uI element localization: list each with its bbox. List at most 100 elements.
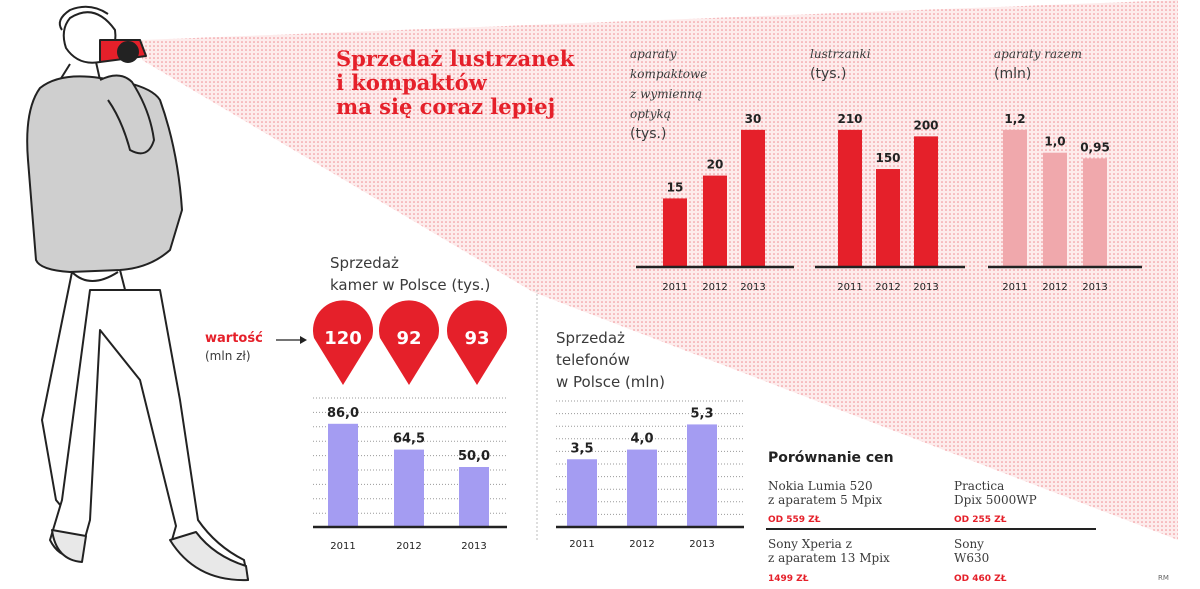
tick-label: 2011 bbox=[330, 541, 355, 552]
bar-2011 bbox=[838, 129, 862, 267]
chart-camcorder-label-1: Sprzedaż bbox=[330, 254, 399, 272]
price-item-name-1: Sony bbox=[954, 537, 984, 551]
chart-phones-label-3: w Polsce (mln) bbox=[556, 373, 665, 391]
value-pin: 93 bbox=[447, 300, 507, 385]
data-label: 86,0 bbox=[327, 406, 359, 421]
data-label: 5,3 bbox=[690, 406, 713, 421]
chart-dslr: 210 2011 150 2012 200 2013 bbox=[815, 112, 965, 293]
value-pins: 120 92 93 bbox=[313, 300, 507, 385]
price-item-name-2: Dpix 5000WP bbox=[954, 493, 1037, 507]
title-line-1: Sprzedaż lustrzanek bbox=[336, 46, 575, 71]
chart-phones-label-2: telefonów bbox=[556, 351, 630, 369]
tick-label: 2011 bbox=[1002, 282, 1027, 293]
chart-compact: 15 2011 20 2012 30 2013 bbox=[636, 112, 794, 293]
data-label: 20 bbox=[707, 158, 724, 172]
chart-camcorder: 86,0 2011 64,5 2012 50,0 2013 bbox=[313, 397, 507, 552]
bar-2012 bbox=[703, 175, 727, 267]
data-label: 210 bbox=[837, 112, 862, 126]
chart-compact-label: aparaty kompaktowe z wymienną optyką (ty… bbox=[629, 47, 707, 142]
bar-2011 bbox=[1003, 129, 1027, 267]
light-beam bbox=[142, 0, 1178, 540]
data-label: 3,5 bbox=[570, 441, 593, 456]
data-label: 50,0 bbox=[458, 449, 490, 464]
chart-dslr-unit: (tys.) bbox=[810, 66, 846, 82]
bar-2013 bbox=[914, 136, 938, 267]
price-item-price: 1499 ZŁ bbox=[768, 574, 809, 584]
chart-total-label-1: aparaty razem bbox=[994, 47, 1082, 61]
tick-label: 2013 bbox=[740, 282, 765, 293]
tick-label: 2012 bbox=[629, 539, 654, 550]
data-label: 64,5 bbox=[393, 432, 425, 447]
title-line-3: ma się coraz lepiej bbox=[336, 94, 555, 119]
price-item-name-1: Nokia Lumia 520 bbox=[768, 479, 873, 493]
tick-label: 2011 bbox=[837, 282, 862, 293]
price-item-price: OD 559 ZŁ bbox=[768, 515, 821, 525]
bar-2011 bbox=[328, 423, 358, 527]
data-label: 30 bbox=[745, 112, 762, 126]
chart-compact-label-1: aparaty bbox=[630, 47, 677, 61]
price-item: Practica Dpix 5000WP OD 255 ZŁ bbox=[954, 479, 1037, 525]
tick-label: 2013 bbox=[1082, 282, 1107, 293]
tick-label: 2012 bbox=[1042, 282, 1067, 293]
chart-camcorder-label-2: kamer w Polsce (tys.) bbox=[330, 276, 490, 294]
value-annotation: wartość (mln zł) bbox=[205, 331, 307, 363]
bar-2013 bbox=[687, 424, 717, 527]
data-label: 0,95 bbox=[1080, 140, 1110, 154]
title-line-2: i kompaktów bbox=[336, 70, 488, 95]
value-pin-text: 93 bbox=[464, 328, 489, 349]
credit: RM bbox=[1158, 574, 1169, 582]
data-label: 4,0 bbox=[630, 432, 653, 447]
price-item-name-1: Sony Xperia z bbox=[768, 537, 852, 551]
tick-label: 2013 bbox=[689, 539, 714, 550]
value-pin: 92 bbox=[379, 300, 439, 385]
value-annotation-unit: (mln zł) bbox=[205, 349, 251, 363]
bar-2012 bbox=[1043, 152, 1067, 267]
data-label: 15 bbox=[667, 180, 684, 194]
chart-dslr-label-1: lustrzanki bbox=[810, 47, 871, 61]
chart-total: 1,2 2011 1,0 2012 0,95 2013 bbox=[988, 112, 1142, 293]
bar-2013 bbox=[459, 467, 489, 527]
chart-compact-label-2: kompaktowe bbox=[630, 67, 707, 81]
bar-2013 bbox=[1083, 158, 1107, 267]
value-pin: 120 bbox=[313, 300, 373, 385]
bar-2011 bbox=[567, 459, 597, 527]
price-item: Nokia Lumia 520 z aparatem 5 Mpix OD 559… bbox=[768, 479, 882, 525]
tick-label: 2011 bbox=[569, 539, 594, 550]
chart-dslr-label: lustrzanki (tys.) bbox=[810, 47, 871, 82]
data-label: 1,2 bbox=[1004, 112, 1025, 126]
data-label: 1,0 bbox=[1044, 135, 1065, 149]
chart-phones-label: Sprzedaż telefonów w Polsce (mln) bbox=[556, 329, 665, 391]
value-pin-text: 120 bbox=[324, 328, 362, 349]
chart-total-label: aparaty razem (mln) bbox=[994, 47, 1082, 82]
bar-2012 bbox=[627, 449, 657, 527]
data-label: 150 bbox=[875, 151, 900, 165]
chart-compact-label-3: z wymienną bbox=[629, 87, 702, 101]
tick-label: 2011 bbox=[662, 282, 687, 293]
tick-label: 2013 bbox=[913, 282, 938, 293]
main-title: Sprzedaż lustrzanek i kompaktów ma się c… bbox=[336, 46, 575, 119]
tick-label: 2012 bbox=[875, 282, 900, 293]
price-item-price: OD 255 ZŁ bbox=[954, 515, 1007, 525]
price-item: Sony Xperia z z aparatem 13 Mpix 1499 ZŁ bbox=[768, 537, 890, 584]
price-item-name-1: Practica bbox=[954, 479, 1004, 493]
chart-compact-unit: (tys.) bbox=[630, 126, 666, 142]
chart-total-unit: (mln) bbox=[994, 66, 1031, 82]
price-item-price: OD 460 ZŁ bbox=[954, 574, 1007, 584]
price-item-name-2: W630 bbox=[954, 551, 989, 565]
chart-camcorder-label: Sprzedaż kamer w Polsce (tys.) bbox=[330, 254, 490, 294]
price-item-name-2: z aparatem 13 Mpix bbox=[768, 551, 890, 565]
value-annotation-label: wartość bbox=[205, 331, 263, 346]
bar-2011 bbox=[663, 198, 687, 267]
bar-2012 bbox=[876, 169, 900, 267]
chart-phones-label-1: Sprzedaż bbox=[556, 329, 625, 347]
price-item: Sony W630 OD 460 ZŁ bbox=[954, 537, 1007, 584]
tick-label: 2013 bbox=[461, 541, 486, 552]
photographer-illustration bbox=[26, 5, 249, 582]
bar-2013 bbox=[741, 129, 765, 267]
price-comparison-title: Porównanie cen bbox=[768, 450, 894, 466]
price-comparison: Porównanie cen Nokia Lumia 520 z aparate… bbox=[766, 450, 1096, 584]
tick-label: 2012 bbox=[396, 541, 421, 552]
data-label: 200 bbox=[913, 118, 938, 132]
tick-label: 2012 bbox=[702, 282, 727, 293]
